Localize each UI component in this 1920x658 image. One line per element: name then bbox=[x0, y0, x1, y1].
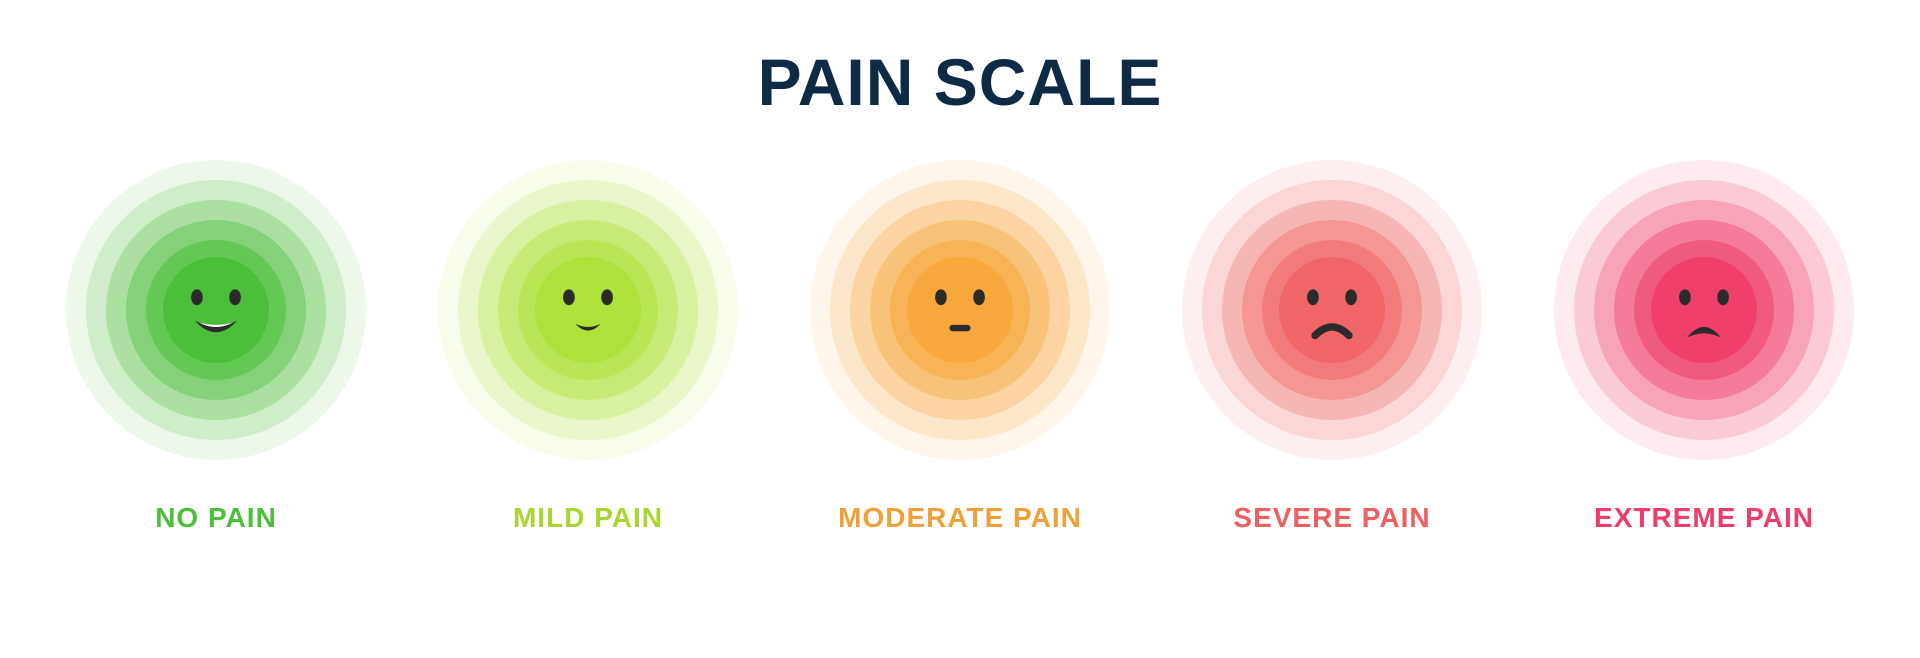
face-icon bbox=[163, 257, 269, 363]
pain-level-moderate: MODERATE PAIN bbox=[810, 160, 1110, 534]
pain-rings bbox=[66, 160, 366, 460]
pain-scale-infographic: PAIN SCALE NO PAIN MILD PAIN MODERATE PA… bbox=[0, 0, 1920, 658]
face-icon bbox=[1279, 257, 1385, 363]
pain-level-label: MODERATE PAIN bbox=[838, 502, 1082, 534]
pain-level-label: NO PAIN bbox=[155, 502, 277, 534]
face-icon bbox=[907, 257, 1013, 363]
pain-rings bbox=[1554, 160, 1854, 460]
page-title: PAIN SCALE bbox=[0, 44, 1920, 120]
pain-level-label: EXTREME PAIN bbox=[1594, 502, 1814, 534]
face-icon bbox=[1651, 257, 1757, 363]
pain-level-extreme: EXTREME PAIN bbox=[1554, 160, 1854, 534]
pain-level-label: MILD PAIN bbox=[513, 502, 663, 534]
pain-level-label: SEVERE PAIN bbox=[1233, 502, 1430, 534]
pain-rings bbox=[438, 160, 738, 460]
pain-levels-row: NO PAIN MILD PAIN MODERATE PAIN SEVERE P… bbox=[0, 160, 1920, 534]
pain-level-no: NO PAIN bbox=[66, 160, 366, 534]
pain-rings bbox=[810, 160, 1110, 460]
face-icon bbox=[535, 257, 641, 363]
pain-level-severe: SEVERE PAIN bbox=[1182, 160, 1482, 534]
pain-level-mild: MILD PAIN bbox=[438, 160, 738, 534]
pain-rings bbox=[1182, 160, 1482, 460]
